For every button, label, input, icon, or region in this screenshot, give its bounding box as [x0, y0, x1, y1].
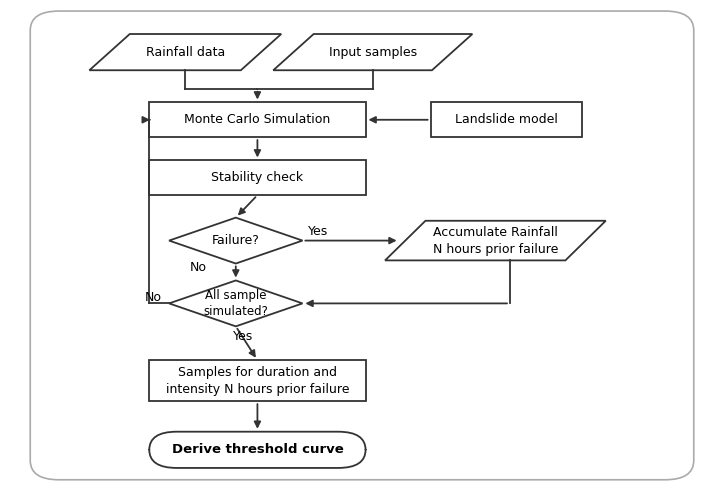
Text: Yes: Yes — [308, 226, 329, 239]
Polygon shape — [89, 34, 281, 70]
Text: Derive threshold curve: Derive threshold curve — [172, 443, 343, 456]
FancyBboxPatch shape — [149, 160, 366, 195]
Polygon shape — [273, 34, 472, 70]
Text: Rainfall data: Rainfall data — [146, 46, 225, 59]
FancyBboxPatch shape — [431, 103, 582, 137]
Polygon shape — [169, 218, 303, 263]
Text: Yes: Yes — [233, 330, 253, 343]
Text: All sample
simulated?: All sample simulated? — [203, 289, 268, 318]
Text: Monte Carlo Simulation: Monte Carlo Simulation — [185, 113, 331, 126]
Text: Input samples: Input samples — [329, 46, 417, 59]
FancyBboxPatch shape — [149, 432, 366, 468]
Text: Stability check: Stability check — [211, 171, 303, 184]
Polygon shape — [385, 221, 606, 260]
Text: Failure?: Failure? — [212, 234, 260, 247]
Polygon shape — [169, 280, 303, 327]
Text: Landslide model: Landslide model — [455, 113, 557, 126]
Text: Accumulate Rainfall
N hours prior failure: Accumulate Rainfall N hours prior failur… — [433, 226, 558, 256]
Text: No: No — [145, 291, 162, 304]
FancyBboxPatch shape — [149, 360, 366, 401]
FancyBboxPatch shape — [149, 103, 366, 137]
Text: Samples for duration and
intensity N hours prior failure: Samples for duration and intensity N hou… — [166, 366, 349, 396]
Text: No: No — [190, 261, 207, 274]
